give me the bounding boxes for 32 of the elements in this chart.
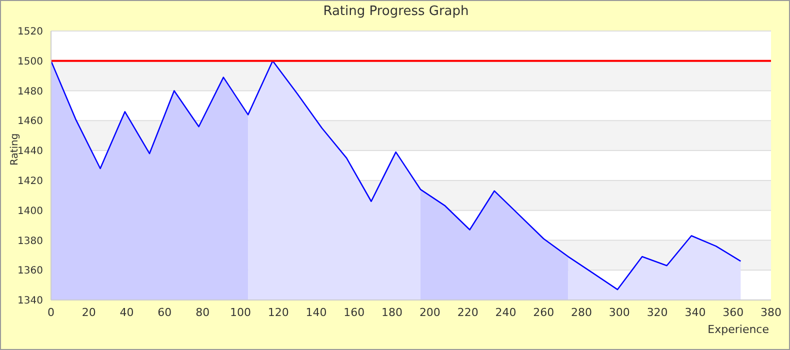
x-axis-title: Experience — [708, 323, 769, 336]
y-tick-label: 1400 — [18, 206, 43, 217]
x-tick-label: 20 — [82, 306, 96, 319]
line-series — [51, 60, 742, 290]
y-tick-label: 1420 — [18, 176, 43, 187]
x-tick-label: 140 — [306, 306, 327, 319]
x-tick-label: 220 — [457, 306, 478, 319]
x-tick-label: 120 — [268, 306, 289, 319]
x-tick-label: 340 — [684, 306, 706, 319]
x-tick-label: 80 — [196, 306, 210, 319]
x-tick-label: 260 — [533, 306, 554, 319]
y-tick-label: 1520 — [18, 26, 43, 38]
x-tick-label: 200 — [419, 306, 440, 319]
x-tick-label: 100 — [230, 306, 251, 319]
x-tick-label: 280 — [571, 306, 592, 319]
x-tick-label: 240 — [495, 306, 516, 319]
y-tick-label: 1360 — [18, 266, 43, 277]
y-tick-label: 1460 — [18, 116, 43, 128]
x-tick-label: 320 — [646, 306, 668, 319]
x-tick-label: 60 — [158, 306, 172, 319]
y-tick-label: 1500 — [18, 56, 43, 68]
y-tick-label: 1340 — [18, 296, 43, 307]
y-tick-label: 1480 — [18, 86, 43, 98]
y-tick-label: 1380 — [18, 236, 43, 247]
x-tick-label: 300 — [608, 306, 630, 319]
x-tick-label: 380 — [760, 306, 782, 319]
x-tick-label: 40 — [120, 306, 134, 319]
x-tick-label: 0 — [48, 306, 54, 319]
x-tick-label: 360 — [722, 306, 744, 319]
x-tick-label: 160 — [344, 306, 365, 319]
x-tick-label: 180 — [382, 306, 403, 319]
chart-title: Rating Progress Graph — [322, 4, 470, 19]
